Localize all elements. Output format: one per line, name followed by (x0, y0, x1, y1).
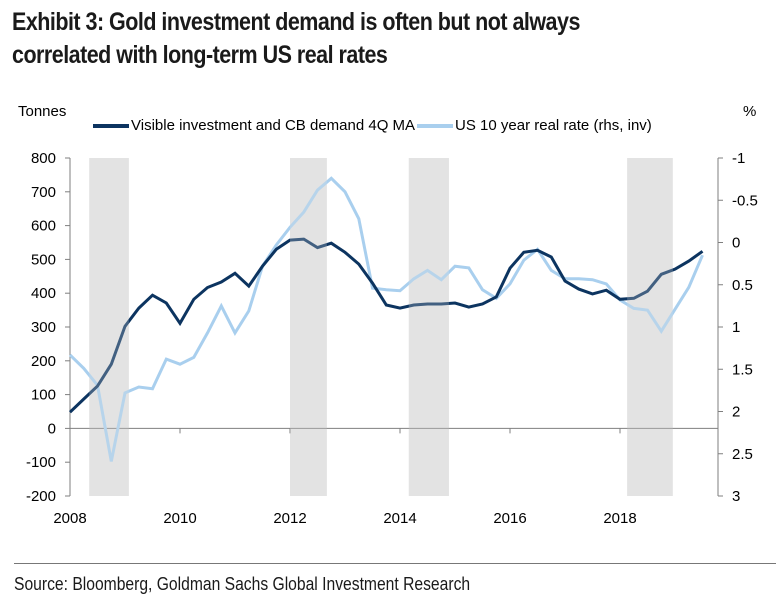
series-line-real-rate (68, 176, 704, 462)
left-tick-label: 500 (31, 251, 56, 268)
tick-labels: 800 700 600 500 400 300 200 100 0 -100 -200 -1 -0.5 0… (26, 150, 758, 527)
shaded-period-overlay (290, 158, 327, 496)
x-tick-label: 2012 (273, 510, 306, 527)
legend-item-demand: Visible investment and CB demand 4Q MA (93, 117, 415, 134)
legend-item-real-rate: US 10 year real rate (rhs, inv) (417, 117, 652, 134)
left-tick-label: 300 (31, 319, 56, 336)
right-tick-label: 0 (732, 235, 740, 252)
left-tick-label: 0 (48, 420, 56, 437)
right-tick-label: 1 (732, 319, 740, 336)
left-tick-label: 700 (31, 184, 56, 201)
shaded-periods (89, 158, 673, 496)
left-tick-label: -100 (26, 454, 56, 471)
legend-swatch-demand (93, 123, 129, 128)
left-tick-label: 400 (31, 285, 56, 302)
shaded-period (408, 158, 449, 496)
source-note: Source: Bloomberg, Goldman Sachs Global … (14, 574, 471, 594)
left-tick-label: 100 (31, 387, 56, 404)
x-tick-label: 2014 (383, 510, 416, 527)
x-tick-label: 2018 (603, 510, 636, 527)
left-tick-label: 800 (31, 150, 56, 167)
left-axis-label: Tonnes (18, 103, 67, 120)
x-tick-label: 2010 (163, 510, 196, 527)
chart-title: Exhibit 3: Gold investment demand is oft… (12, 8, 580, 69)
right-tick-label: -0.5 (732, 192, 758, 209)
right-tick-label: 2.5 (732, 446, 753, 463)
left-tick-label: 600 (31, 218, 56, 235)
x-tick-label: 2016 (493, 510, 526, 527)
left-tick-label: -200 (26, 488, 56, 505)
x-tick-label: 2008 (53, 510, 86, 527)
axes (65, 157, 723, 497)
legend-label-demand: Visible investment and CB demand 4Q MA (131, 117, 416, 134)
shaded-period-overlay (89, 158, 129, 496)
source-divider (14, 563, 776, 564)
right-tick-label: 2 (732, 404, 740, 421)
right-axis-label: % (743, 103, 757, 120)
left-tick-label: 200 (31, 353, 56, 370)
series-line-demand (68, 237, 704, 414)
shaded-period-overlay (408, 158, 449, 496)
right-tick-label: -1 (732, 150, 745, 167)
legend-swatch-real-rate (417, 123, 454, 128)
right-tick-label: 0.5 (732, 277, 753, 294)
legend-label-real-rate: US 10 year real rate (rhs, inv) (455, 117, 652, 134)
shaded-period (290, 158, 327, 496)
right-tick-label: 1.5 (732, 361, 753, 378)
right-tick-label: 3 (732, 488, 740, 505)
series-lines (68, 158, 704, 496)
shaded-period (89, 158, 129, 496)
legend: Visible investment and CB demand 4Q MA U… (93, 117, 652, 134)
shaded-period-overlay (627, 158, 673, 496)
